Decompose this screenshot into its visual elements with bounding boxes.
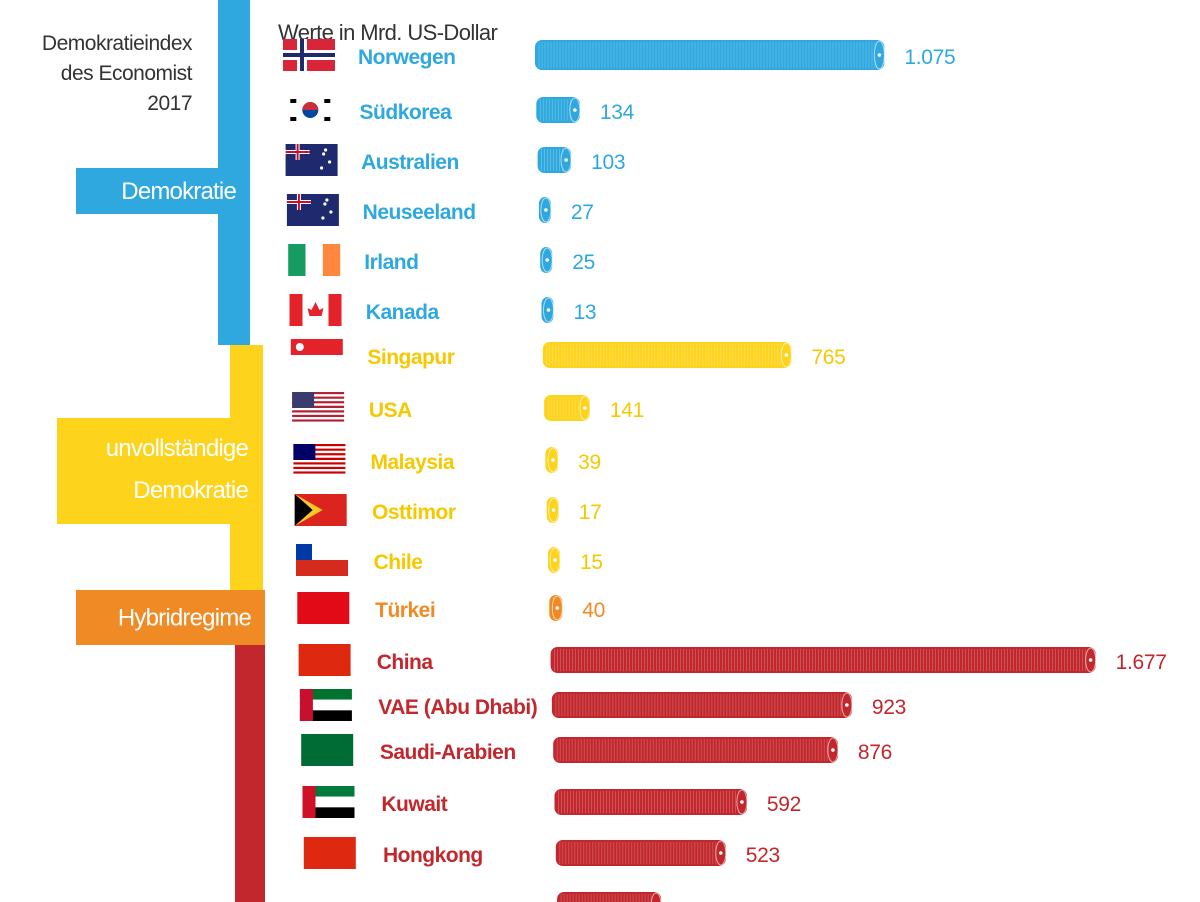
group-label: unvollständige	[106, 435, 249, 462]
value-label: 1.677	[1116, 651, 1167, 674]
value-label: 25	[572, 251, 595, 274]
category-label: Australien	[361, 151, 459, 174]
category-label: Kuwait	[381, 793, 447, 816]
group-label: Hybridregime	[118, 605, 252, 632]
flag-icon	[297, 592, 350, 624]
flag-icon	[284, 94, 337, 126]
bar-end-hole	[740, 800, 744, 804]
value-label: 1.075	[904, 46, 955, 69]
flag-icon	[283, 39, 335, 71]
value-label: 40	[582, 599, 605, 622]
legend-title-line: 2017	[147, 92, 192, 115]
flag-icon	[303, 837, 356, 869]
value-label: 765	[811, 346, 845, 369]
group-label: Demokratie	[133, 477, 248, 504]
value-label: 923	[872, 696, 906, 719]
flag-icon	[298, 644, 351, 676]
flag-icon	[285, 144, 338, 176]
bar-end-hole	[583, 406, 587, 410]
flag-icon	[294, 494, 347, 526]
legend-title-line: Demokratieindex	[42, 32, 193, 55]
category-label: Neuseeland	[363, 201, 476, 224]
bar-end-hole	[544, 208, 548, 212]
legend-title-line: des Economist	[61, 62, 193, 85]
value-label: 15	[580, 551, 603, 574]
bar-end-hole	[831, 748, 835, 752]
bar-end-hole	[553, 558, 557, 562]
bar-end-hole	[718, 851, 723, 855]
group-strip-3	[235, 645, 265, 902]
category-label: Kanada	[366, 301, 440, 324]
value-label: 523	[746, 844, 780, 867]
flag-icon	[299, 689, 352, 721]
bar	[542, 342, 792, 368]
bar-end-hole	[564, 158, 568, 162]
category-label: USA	[369, 399, 412, 422]
bar-end-hole	[877, 53, 882, 57]
bar	[554, 789, 747, 815]
flag-icon	[292, 392, 345, 424]
bar-end-hole	[784, 353, 789, 357]
category-label: Irland	[364, 251, 418, 274]
group-label-box	[57, 418, 262, 524]
bar	[535, 40, 885, 70]
bar-texture	[554, 649, 1092, 671]
group-label: Demokratie	[121, 178, 236, 205]
value-label: 103	[591, 151, 625, 174]
category-label: China	[377, 651, 434, 674]
category-label: Osttimor	[372, 501, 456, 524]
flag-icon	[286, 194, 339, 226]
group-label-box	[76, 168, 250, 214]
flag-icon	[290, 339, 343, 371]
bar-texture	[555, 694, 848, 716]
category-label: Hongkong	[383, 844, 483, 867]
bar-end-hole	[573, 108, 577, 112]
bar-texture	[560, 894, 655, 902]
bar	[544, 395, 590, 421]
value-label: 13	[574, 301, 597, 324]
flag-icon	[289, 294, 342, 326]
category-label: Südkorea	[360, 101, 453, 124]
flag-icon	[302, 786, 355, 818]
flag-icon	[293, 444, 346, 476]
category-label: Saudi-Arabien	[380, 741, 516, 764]
bar-texture	[558, 791, 742, 813]
bar-end-hole	[1088, 658, 1093, 662]
category-label: VAE (Abu Dhabi)	[378, 696, 537, 719]
value-label: 876	[858, 741, 892, 764]
bar-end	[650, 892, 662, 902]
flag-icon	[288, 244, 341, 276]
bar	[551, 692, 852, 718]
bar-end-hole	[551, 508, 556, 512]
flag-icon	[301, 734, 354, 766]
value-label: 134	[600, 101, 635, 124]
group-label-box	[76, 590, 265, 645]
bar	[553, 737, 838, 763]
bar	[536, 97, 580, 123]
category-label: Malaysia	[370, 451, 454, 474]
category-label: Norwegen	[358, 46, 456, 69]
bar	[550, 647, 1096, 673]
bar	[555, 840, 726, 866]
category-label: Singapur	[367, 346, 454, 369]
bar-end-hole	[555, 606, 560, 610]
bar-texture	[546, 344, 788, 366]
value-label: 141	[610, 399, 644, 422]
category-label: Türkei	[375, 599, 435, 622]
bar-end-hole	[845, 703, 849, 707]
bar-texture	[556, 739, 834, 761]
value-label: 27	[571, 201, 594, 224]
bar-end-hole	[551, 458, 555, 462]
bar-end-hole	[545, 258, 549, 262]
category-label: Chile	[374, 551, 423, 574]
bar-texture	[538, 42, 879, 68]
value-label: 592	[767, 793, 801, 816]
flag-icon	[296, 544, 348, 576]
value-label: 39	[578, 451, 601, 474]
bar	[557, 892, 662, 902]
bar-texture	[559, 842, 720, 864]
bar-end-hole	[546, 308, 551, 312]
value-label: 17	[579, 501, 602, 524]
